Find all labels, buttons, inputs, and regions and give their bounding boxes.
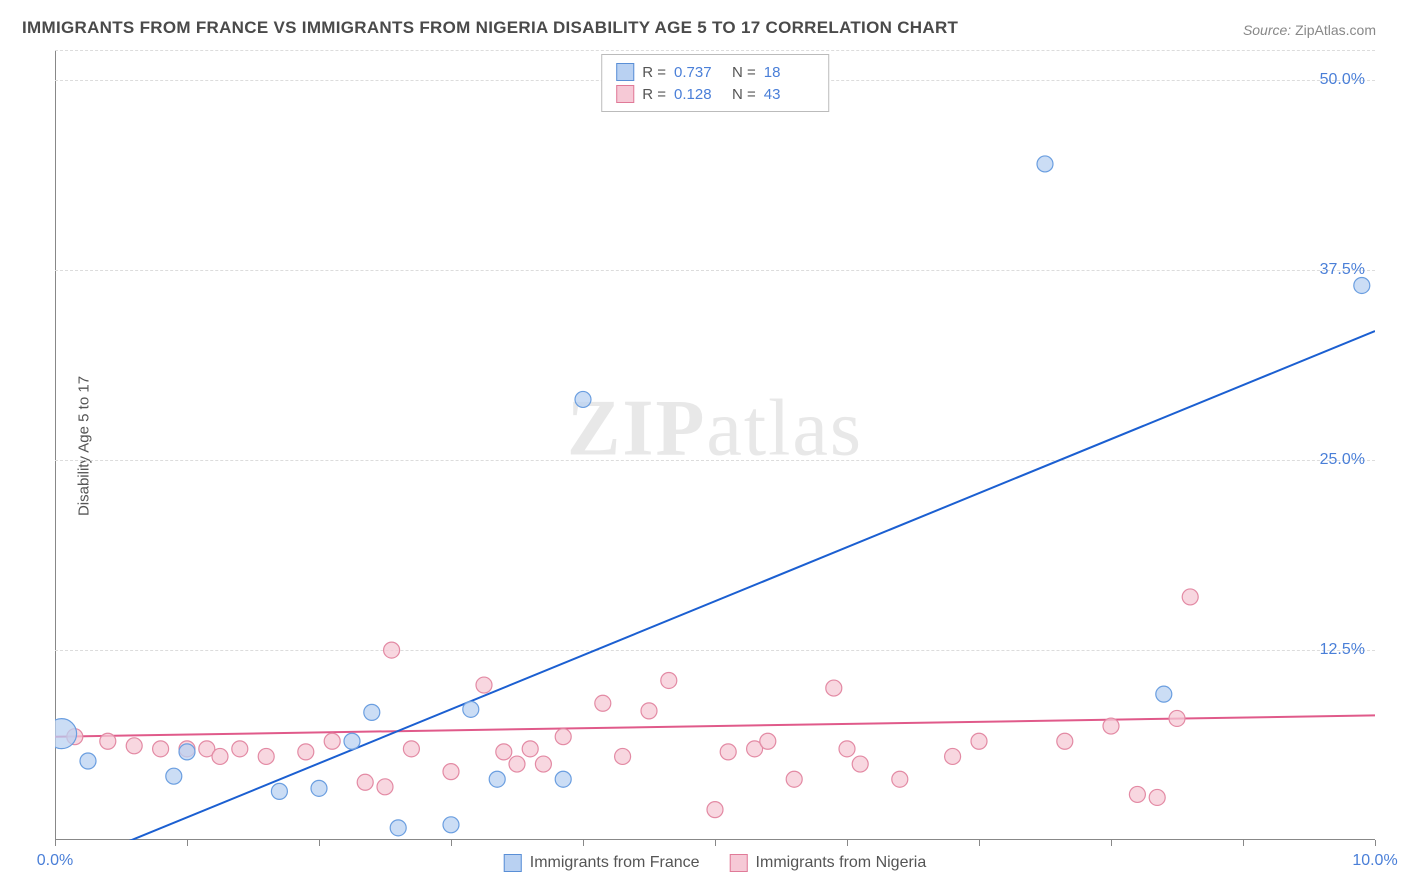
trend-line (95, 331, 1375, 840)
data-point (1037, 156, 1053, 172)
chart-title: IMMIGRANTS FROM FRANCE VS IMMIGRANTS FRO… (22, 18, 958, 38)
r-label: R = (642, 64, 666, 81)
data-point (1156, 686, 1172, 702)
n-label: N = (732, 86, 756, 103)
legend-bottom-nigeria: Immigrants from Nigeria (730, 854, 927, 872)
source-value: ZipAtlas.com (1295, 22, 1376, 38)
data-point (839, 741, 855, 757)
scatter-plot-svg (55, 50, 1375, 840)
data-point (1182, 589, 1198, 605)
r-label: R = (642, 86, 666, 103)
data-point (476, 677, 492, 693)
data-point (496, 744, 512, 760)
data-point (489, 771, 505, 787)
data-point (615, 748, 631, 764)
data-point (384, 642, 400, 658)
data-point (100, 733, 116, 749)
data-point (390, 820, 406, 836)
data-point (311, 780, 327, 796)
chart-container: IMMIGRANTS FROM FRANCE VS IMMIGRANTS FRO… (0, 0, 1406, 892)
data-point (535, 756, 551, 772)
legend-label-nigeria: Immigrants from Nigeria (756, 854, 927, 872)
data-point (1169, 710, 1185, 726)
x-tick (451, 840, 452, 846)
data-point (344, 733, 360, 749)
source-label: Source: (1243, 22, 1291, 38)
data-point (522, 741, 538, 757)
data-point (720, 744, 736, 760)
data-point (555, 771, 571, 787)
legend-top: R = 0.737 N = 18 R = 0.128 N = 43 (601, 54, 829, 112)
r-value-france: 0.737 (674, 64, 724, 81)
x-tick (1243, 840, 1244, 846)
data-point (271, 783, 287, 799)
x-tick (979, 840, 980, 846)
source-attribution: Source: ZipAtlas.com (1243, 22, 1376, 38)
data-point (945, 748, 961, 764)
data-point (179, 744, 195, 760)
data-point (892, 771, 908, 787)
x-tick (187, 840, 188, 846)
data-point (403, 741, 419, 757)
x-tick (55, 840, 56, 846)
data-point (1057, 733, 1073, 749)
data-point (509, 756, 525, 772)
n-label: N = (732, 64, 756, 81)
legend-top-row-france: R = 0.737 N = 18 (616, 61, 814, 83)
data-point (575, 391, 591, 407)
x-tick (319, 840, 320, 846)
data-point (971, 733, 987, 749)
swatch-nigeria (730, 854, 748, 872)
data-point (786, 771, 802, 787)
data-point (298, 744, 314, 760)
plot-area: ZIPatlas 12.5%25.0%37.5%50.0% 0.0%10.0% … (55, 50, 1375, 840)
data-point (852, 756, 868, 772)
data-point (1129, 786, 1145, 802)
x-tick (583, 840, 584, 846)
data-point (595, 695, 611, 711)
legend-bottom: Immigrants from France Immigrants from N… (504, 854, 927, 872)
data-point (324, 733, 340, 749)
legend-bottom-france: Immigrants from France (504, 854, 700, 872)
data-point (707, 802, 723, 818)
x-tick (715, 840, 716, 846)
legend-top-row-nigeria: R = 0.128 N = 43 (616, 83, 814, 105)
data-point (760, 733, 776, 749)
legend-label-france: Immigrants from France (530, 854, 700, 872)
data-point (555, 729, 571, 745)
data-point (661, 672, 677, 688)
swatch-france (504, 854, 522, 872)
x-tick-label: 10.0% (1352, 852, 1397, 870)
data-point (258, 748, 274, 764)
data-point (357, 774, 373, 790)
swatch-nigeria (616, 85, 634, 103)
data-point (166, 768, 182, 784)
r-value-nigeria: 0.128 (674, 86, 724, 103)
data-point (126, 738, 142, 754)
x-tick-label: 0.0% (37, 852, 73, 870)
data-point (153, 741, 169, 757)
swatch-france (616, 63, 634, 81)
x-tick (847, 840, 848, 846)
data-point (463, 701, 479, 717)
data-point (80, 753, 96, 769)
x-tick (1111, 840, 1112, 846)
data-point (826, 680, 842, 696)
data-point (443, 817, 459, 833)
data-point (1354, 277, 1370, 293)
data-point (364, 704, 380, 720)
n-value-france: 18 (764, 64, 814, 81)
data-point (377, 779, 393, 795)
data-point (1149, 789, 1165, 805)
n-value-nigeria: 43 (764, 86, 814, 103)
data-point (1103, 718, 1119, 734)
data-point (232, 741, 248, 757)
data-point (212, 748, 228, 764)
data-point (443, 764, 459, 780)
data-point (641, 703, 657, 719)
x-tick (1375, 840, 1376, 846)
